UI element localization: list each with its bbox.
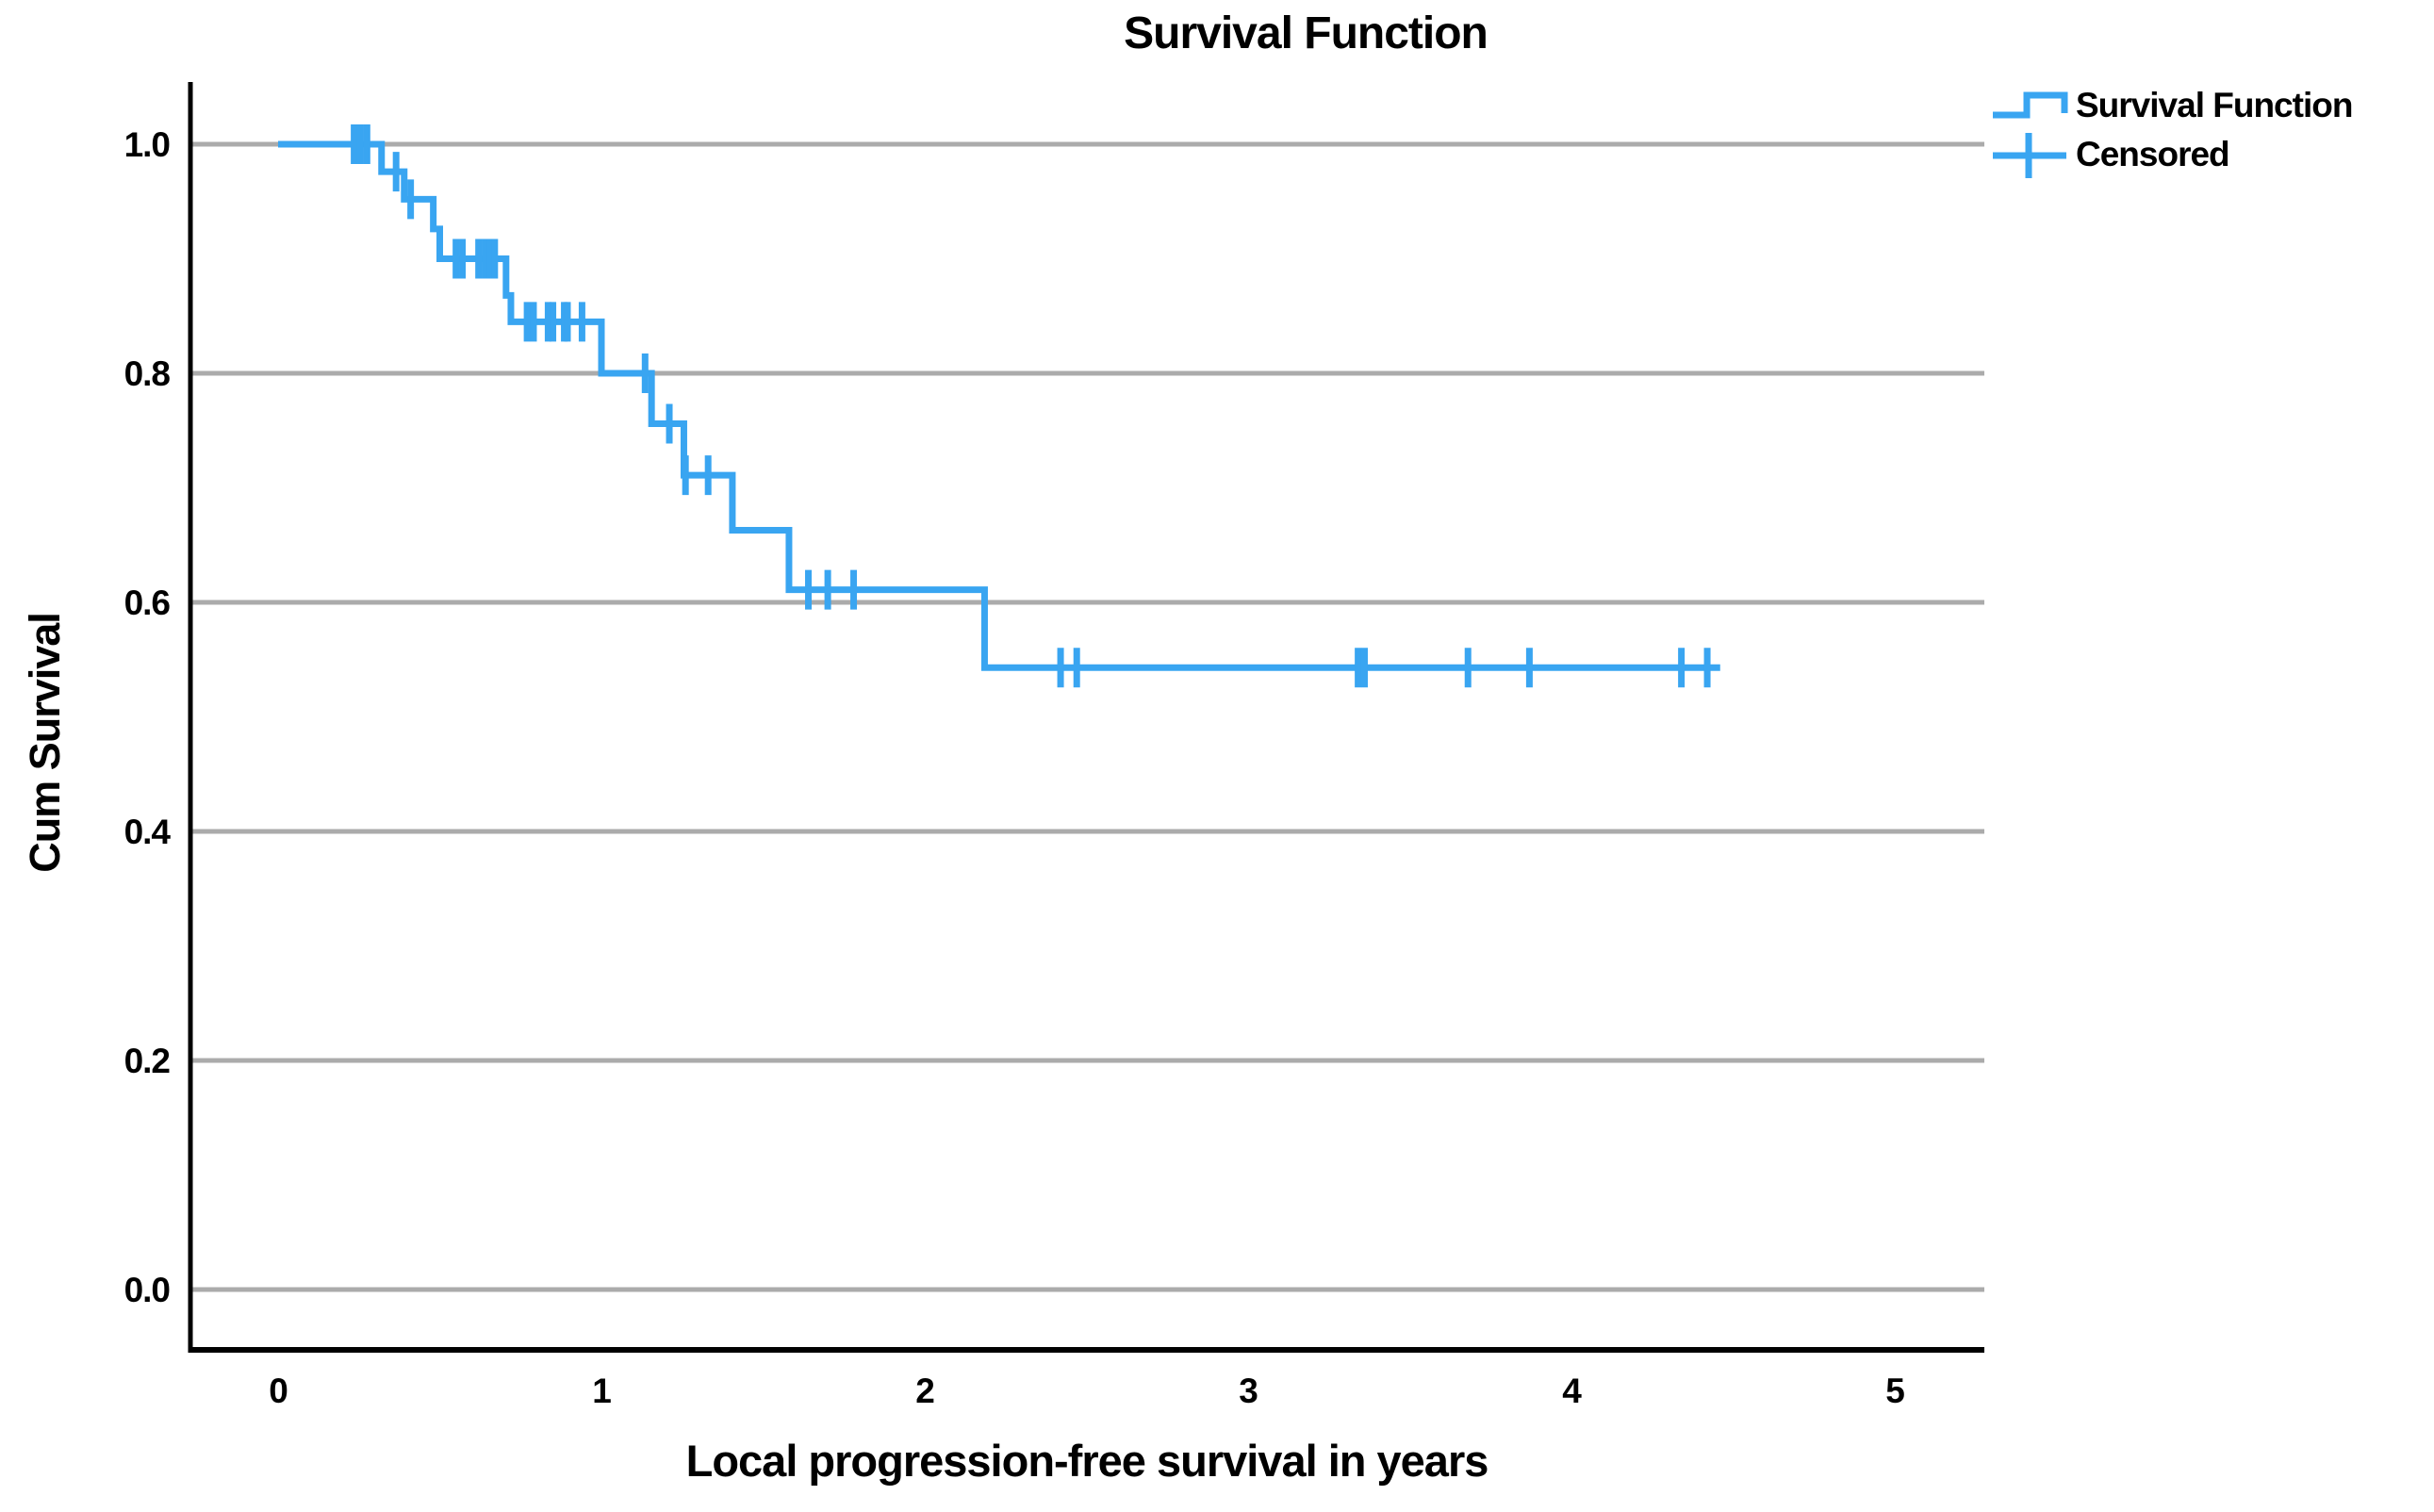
x-axis-title: Local progression-free survival in years — [685, 1436, 1489, 1486]
y-tick-label: 0.4 — [124, 813, 172, 851]
legend-item-censored: Censored — [1991, 130, 2352, 179]
x-tick-label: 3 — [1239, 1372, 1258, 1410]
x-tick-label: 0 — [269, 1372, 288, 1410]
y-tick-label: 0.6 — [124, 583, 171, 622]
legend-item-survival: Survival Function — [1991, 81, 2353, 130]
x-tick-label: 4 — [1562, 1372, 1582, 1410]
x-tick-label: 1 — [592, 1372, 611, 1410]
y-tick-label: 1.0 — [124, 125, 171, 164]
censored-plus-icon — [1993, 133, 2066, 178]
y-tick-label: 0.2 — [124, 1042, 171, 1080]
x-tick-label: 2 — [915, 1372, 934, 1410]
survival-curve — [278, 140, 1720, 671]
legend-label-survival: Survival Function — [2076, 86, 2353, 124]
legend-label-censored: Censored — [2076, 135, 2230, 173]
survival-step-icon — [1993, 91, 2068, 119]
y-tick-label: 0.8 — [124, 354, 171, 393]
legend: Survival Function Censored — [1991, 81, 2353, 179]
x-tick-label: 5 — [1885, 1372, 1904, 1410]
chart-title: Survival Function — [1124, 8, 1488, 58]
y-tick-label: 0.0 — [124, 1271, 171, 1309]
